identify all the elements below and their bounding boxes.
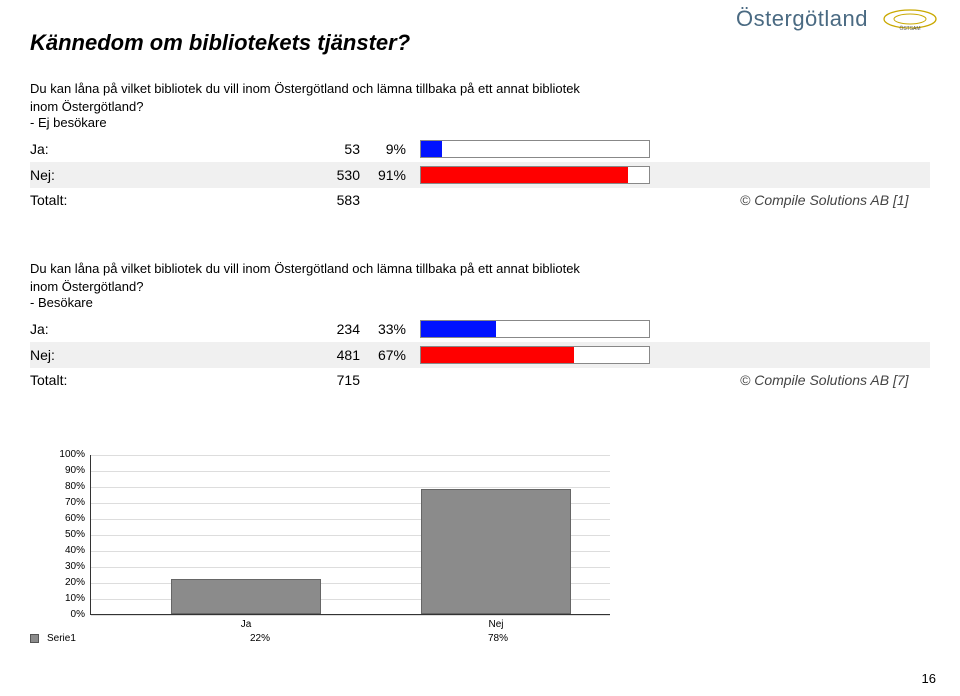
chart-bar <box>421 489 571 614</box>
row-label: Nej: <box>30 342 280 368</box>
summary-bar-chart: 0%10%20%30%40%50%60%70%80%90%100%JaNej S… <box>30 455 650 650</box>
total-count: 583 <box>280 188 360 212</box>
row-label: Ja: <box>30 316 280 342</box>
hbar-track <box>420 320 650 338</box>
chart-plot: 0%10%20%30%40%50%60%70%80%90%100%JaNej <box>90 455 610 615</box>
chart-xtick: Ja <box>171 619 321 630</box>
q1-subtext: - Ej besökare <box>30 115 930 130</box>
row-pct: 9% <box>360 136 420 162</box>
chart-ytick: 50% <box>33 529 85 540</box>
row-label: Nej: <box>30 162 280 188</box>
row-label: Ja: <box>30 136 280 162</box>
chart-ytick: 90% <box>33 465 85 476</box>
brand-header: Östergötland ÖSTSAM <box>736 6 940 32</box>
chart-ytick: 20% <box>33 577 85 588</box>
q1-text: Du kan låna på vilket bibliotek du vill … <box>30 80 600 115</box>
hbar-track <box>420 140 650 158</box>
hbar-track <box>420 166 650 184</box>
row-count: 53 <box>280 136 360 162</box>
table-row: Ja: 53 9% <box>30 136 930 162</box>
total-count: 715 <box>280 368 360 392</box>
hbar-fill <box>421 347 574 363</box>
legend-swatch <box>30 634 39 643</box>
table-row: Nej: 530 91% <box>30 162 930 188</box>
chart-legend-row: Serie1 22% 78% <box>30 633 650 644</box>
legend-value-nej: 78% <box>383 633 613 644</box>
row-count: 234 <box>280 316 360 342</box>
total-row: Totalt: 715 © Compile Solutions AB [7] <box>30 368 930 392</box>
copyright-note: © Compile Solutions AB [1] <box>680 188 930 212</box>
row-count: 530 <box>280 162 360 188</box>
question-block-2: Du kan låna på vilket bibliotek du vill … <box>30 260 930 392</box>
q2-text: Du kan låna på vilket bibliotek du vill … <box>30 260 600 295</box>
brand-name: Östergötland <box>736 6 868 32</box>
q1-table: Ja: 53 9% Nej: 530 91% Totalt: 583 <box>30 136 930 212</box>
chart-gridline <box>91 487 610 488</box>
table-row: Ja: 234 33% <box>30 316 930 342</box>
legend-value-ja: 22% <box>145 633 375 644</box>
hbar-fill <box>421 321 496 337</box>
row-pct: 67% <box>360 342 420 368</box>
chart-bar <box>171 579 321 614</box>
hbar-fill <box>421 141 442 157</box>
row-pct: 33% <box>360 316 420 342</box>
total-label: Totalt: <box>30 368 280 392</box>
hbar-fill <box>421 167 628 183</box>
q2-table: Ja: 234 33% Nej: 481 67% Totalt: 715 <box>30 316 930 392</box>
brand-logo-label: ÖSTSAM <box>899 25 920 32</box>
copyright-note: © Compile Solutions AB [7] <box>680 368 930 392</box>
total-row: Totalt: 583 © Compile Solutions AB [1] <box>30 188 930 212</box>
chart-gridline <box>91 455 610 456</box>
page-title: Kännedom om bibliotekets tjänster? <box>30 30 410 56</box>
q2-subtext: - Besökare <box>30 295 930 310</box>
chart-ytick: 30% <box>33 561 85 572</box>
row-pct: 91% <box>360 162 420 188</box>
chart-gridline <box>91 615 610 616</box>
question-block-1: Du kan låna på vilket bibliotek du vill … <box>30 80 930 212</box>
chart-ytick: 100% <box>33 449 85 460</box>
page-number: 16 <box>922 671 936 686</box>
legend-series-label: Serie1 <box>47 633 87 644</box>
chart-ytick: 60% <box>33 513 85 524</box>
row-count: 481 <box>280 342 360 368</box>
total-label: Totalt: <box>30 188 280 212</box>
table-row: Nej: 481 67% <box>30 342 930 368</box>
chart-ytick: 70% <box>33 497 85 508</box>
chart-ytick: 10% <box>33 593 85 604</box>
chart-ytick: 80% <box>33 481 85 492</box>
ostsam-logo-icon: ÖSTSAM <box>880 6 940 32</box>
chart-gridline <box>91 471 610 472</box>
brand-logo: ÖSTSAM <box>880 6 940 32</box>
chart-ytick: 40% <box>33 545 85 556</box>
chart-xtick: Nej <box>421 619 571 630</box>
hbar-track <box>420 346 650 364</box>
chart-ytick: 0% <box>33 609 85 620</box>
